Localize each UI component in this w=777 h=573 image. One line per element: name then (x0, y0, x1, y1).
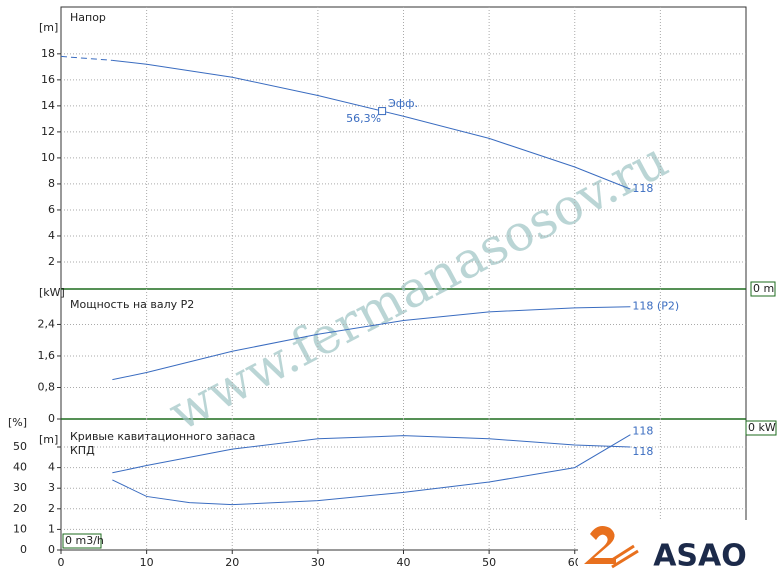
panel-subtitle: КПД (70, 444, 95, 457)
corner-label: 0 m3/h (65, 534, 104, 547)
panel-title: Мощность на валу P2 (70, 298, 194, 311)
y-tick-label: 0,8 (38, 380, 56, 393)
y-tick-label: 40 (13, 461, 27, 474)
y-tick-label: 2,4 (38, 317, 56, 330)
y-tick-label: 4 (48, 229, 55, 242)
y2-tick-label: 4 (48, 461, 55, 474)
y-tick-label: 0 (20, 543, 27, 556)
panel-title: Кривые кавитационного запаса (70, 430, 255, 443)
y2-axis-label: [m] (39, 433, 58, 446)
corner-label-box: 0 m (750, 281, 776, 297)
y-tick-label: 10 (41, 151, 55, 164)
y2-tick-label: 2 (48, 502, 55, 515)
corner-label: 0 m (753, 282, 774, 295)
logo: ASAO (578, 520, 777, 573)
series-label: 118 (632, 445, 653, 458)
y-axis-label: [kW] (39, 286, 65, 299)
x-tick-label: 50 (482, 556, 496, 569)
x-tick-label: 20 (225, 556, 239, 569)
y2-tick-label: 3 (48, 481, 55, 494)
panel-title: Напор (70, 11, 106, 24)
series-line (112, 434, 631, 506)
y-tick-label: 2 (48, 255, 55, 268)
x-tick-label: 30 (311, 556, 325, 569)
efficiency-marker (378, 107, 387, 116)
y-tick-label: 16 (41, 73, 55, 86)
corner-label: 0 kW (748, 421, 776, 434)
y-tick-label: 6 (48, 203, 55, 216)
y-axis-label: [%] (8, 416, 27, 429)
y-tick-label: 30 (13, 481, 27, 494)
y-tick-label: 14 (41, 99, 55, 112)
series-line (112, 306, 631, 381)
series-label: 118 (632, 182, 653, 195)
y2-tick-label: 0 (48, 543, 55, 556)
y-tick-label: 18 (41, 47, 55, 60)
corner-label-box: 0 m3/h (62, 533, 104, 549)
x-tick-label: 0 (58, 556, 65, 569)
series-label: 118 (P2) (632, 300, 679, 313)
efficiency-label: Эфф. (388, 97, 418, 110)
y-tick-label: 10 (13, 522, 27, 535)
series-label: 118 (632, 425, 653, 438)
series-line (112, 435, 631, 474)
logo-text: ASAO (653, 539, 747, 573)
y-tick-label: 8 (48, 177, 55, 190)
series-line (60, 55, 113, 61)
x-tick-label: 10 (140, 556, 154, 569)
y-tick-label: 50 (13, 440, 27, 453)
x-tick-label: 40 (397, 556, 411, 569)
y2-tick-label: 1 (48, 522, 55, 535)
corner-label-box: 0 kW (745, 420, 777, 436)
efficiency-value: 56,3% (346, 112, 381, 125)
y-axis-label: [m] (39, 21, 58, 34)
y-tick-label: 20 (13, 502, 27, 515)
y-tick-label: 12 (41, 125, 55, 138)
y-tick-label: 1,6 (38, 349, 56, 362)
y-tick-label: 0 (48, 412, 55, 425)
